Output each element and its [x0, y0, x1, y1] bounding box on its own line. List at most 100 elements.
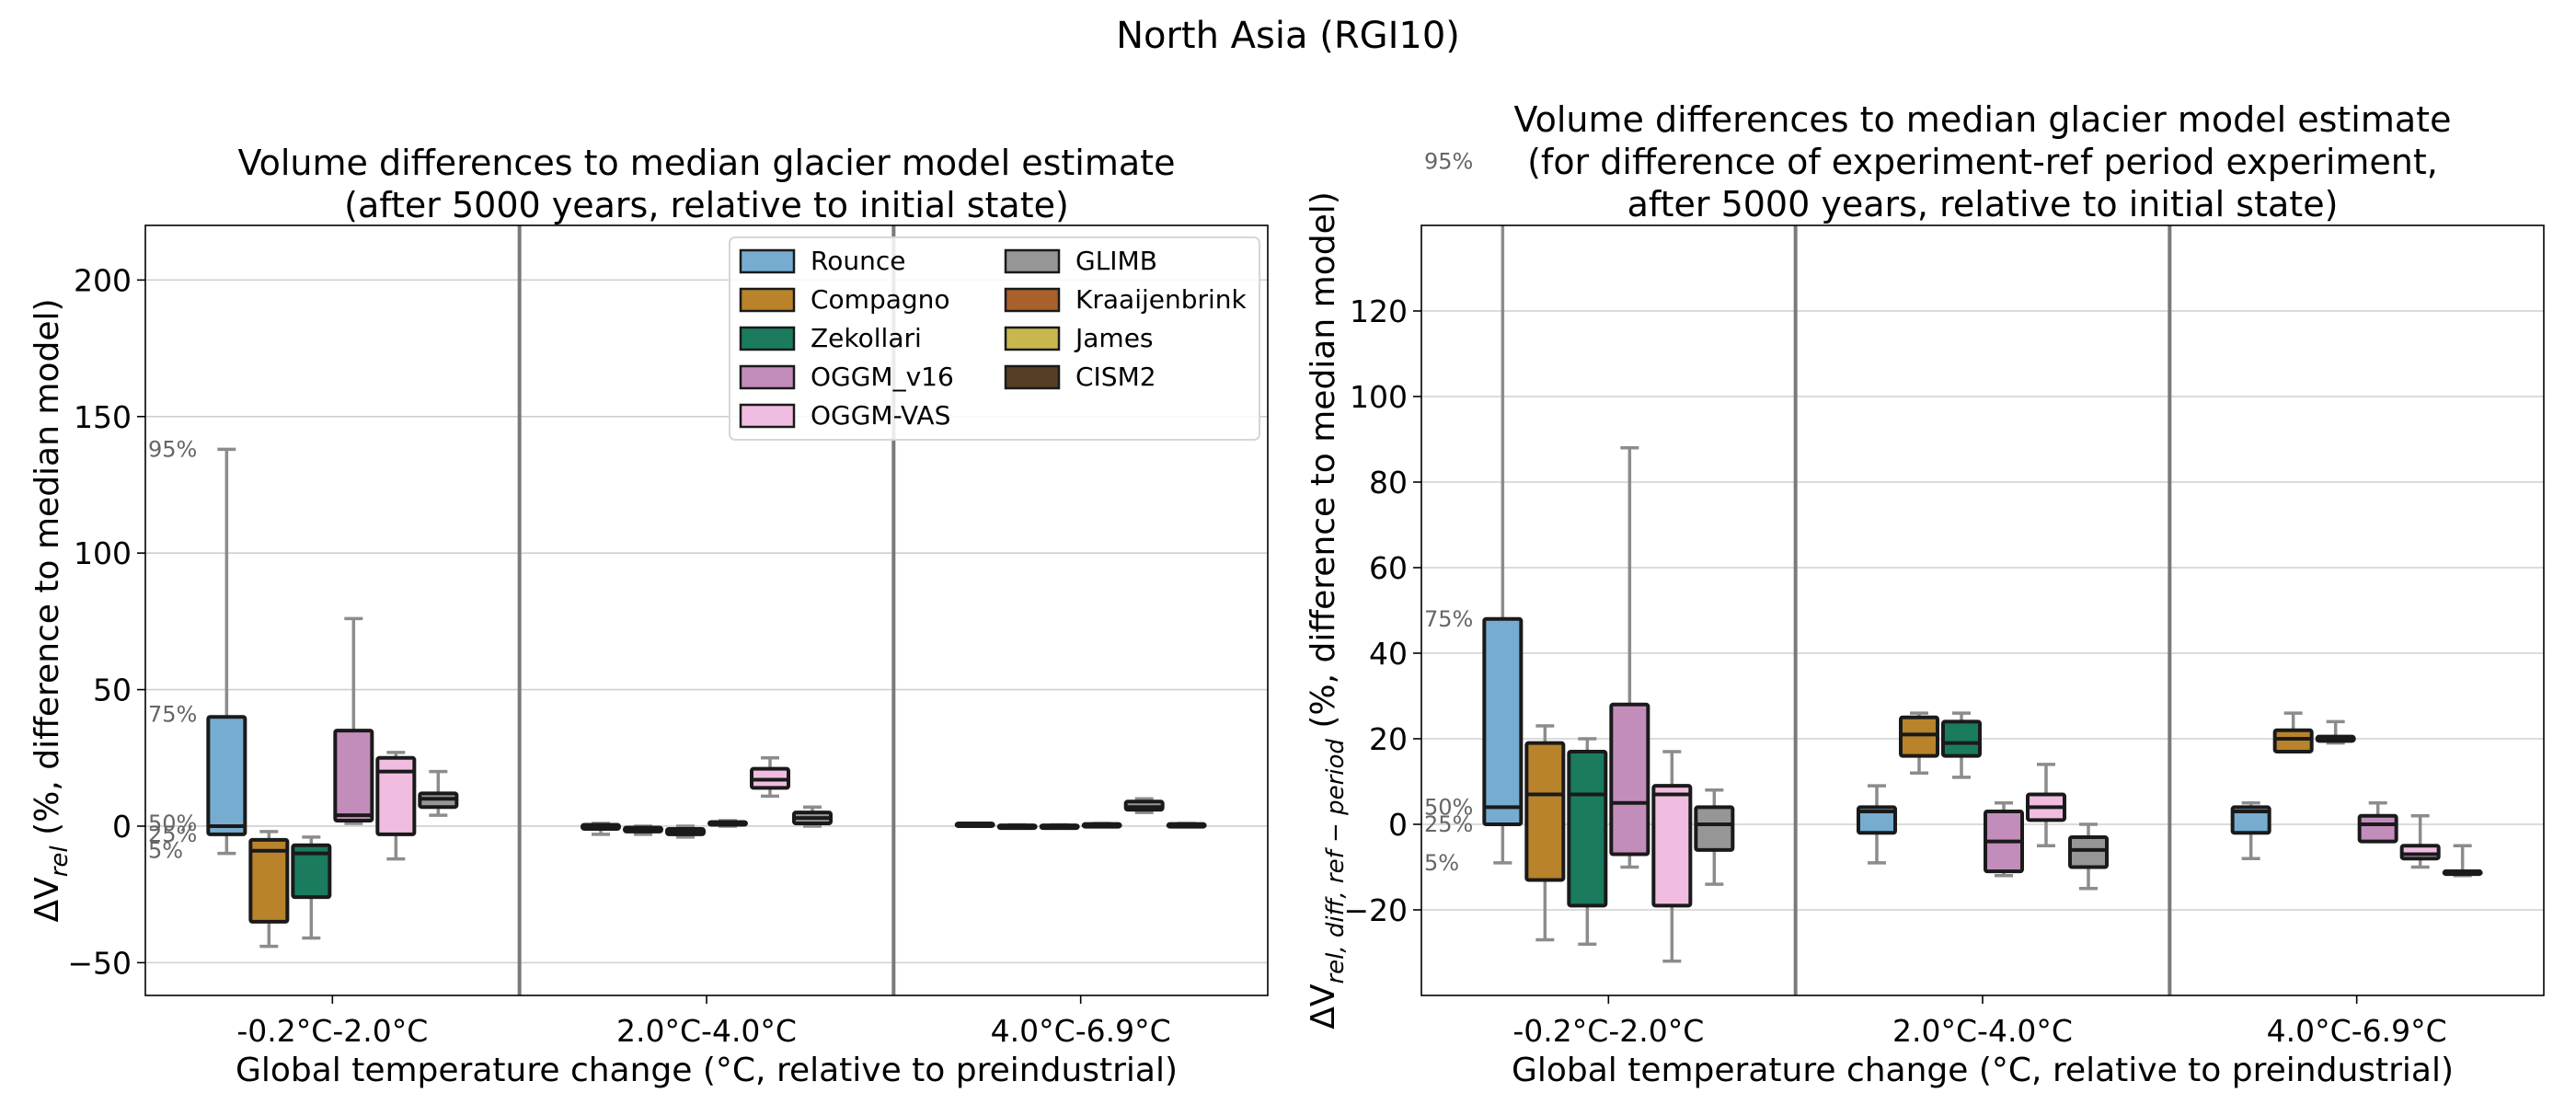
percentile-label: 95%	[148, 436, 197, 462]
box-glimb	[1123, 797, 1165, 814]
y-tick-label: −50	[67, 945, 132, 981]
box-body	[2357, 813, 2398, 844]
legend-swatch-compagno	[739, 287, 796, 313]
y-tick-label: 0	[1388, 807, 1408, 843]
box-body	[2399, 844, 2441, 861]
box-body	[291, 843, 332, 900]
box-compagno	[1899, 711, 1939, 775]
y-tick-label: 100	[74, 535, 132, 571]
box-body	[1609, 702, 1650, 857]
box-oggm-vas	[750, 756, 790, 799]
box-oggm-v16	[333, 616, 374, 825]
box-body	[1941, 719, 1982, 758]
box-oggm-v16	[707, 819, 748, 828]
box-rounce	[954, 822, 995, 829]
box-body	[1694, 805, 1735, 852]
x-tick-label: 2.0°C-4.0°C	[616, 1013, 797, 1049]
box-oggm-v16	[1984, 801, 2024, 878]
plot-area	[1482, 225, 2483, 963]
box-rounce	[581, 822, 621, 836]
percentile-label: 50%	[148, 811, 197, 836]
legend-swatch-oggm-v16	[739, 364, 796, 390]
box-compagno	[2272, 711, 2314, 753]
x-tick-label: -0.2°C-2.0°C	[236, 1013, 428, 1049]
percentile-label: 95%	[1424, 148, 1473, 174]
box-body	[248, 837, 290, 924]
box-compagno	[996, 822, 1038, 831]
legend-swatch-cism2	[1004, 364, 1061, 390]
legend-label-oggm-vas: OGGM-VAS	[811, 400, 950, 431]
box-body	[2230, 805, 2271, 835]
right-panel: Volume differences to median glacier mod…	[1305, 99, 2545, 1089]
percentile-label: 25%	[1424, 811, 1473, 837]
x-tick-label: 4.0°C-6.9°C	[2267, 1013, 2447, 1049]
y-tick-label: 80	[1369, 465, 1408, 500]
box-body	[375, 755, 417, 836]
legend-label-james: James	[1074, 323, 1154, 353]
box-cism2	[1166, 822, 1207, 829]
box-body	[1857, 805, 1897, 835]
box-zekollari	[665, 824, 706, 839]
box-body	[206, 715, 247, 836]
x-tick-label: 2.0°C-4.0°C	[1892, 1013, 2073, 1049]
box-body	[2272, 728, 2314, 753]
box-compagno	[623, 824, 663, 836]
box-oggm-vas	[2399, 813, 2441, 869]
legend-label-glimb: GLIMB	[1075, 246, 1157, 276]
box-glimb	[1694, 788, 1735, 886]
y-tick-label: −20	[1343, 892, 1408, 928]
chart-title-line: Volume differences to median glacier mod…	[238, 143, 1176, 183]
box-oggm-vas	[1651, 750, 1693, 963]
percentile-label: 5%	[148, 838, 183, 864]
figure-suptitle: North Asia (RGI10)	[1116, 15, 1460, 57]
legend-swatch-rounce	[739, 248, 796, 274]
box-oggm-v16	[1081, 822, 1122, 829]
box-oggm-vas	[375, 751, 417, 861]
legend-frame	[729, 236, 1260, 441]
percentile-label: 75%	[1424, 606, 1473, 632]
legend-label-kraaijenbrink: Kraaijenbrink	[1075, 284, 1248, 315]
legend-swatch-oggm-vas	[739, 403, 796, 429]
y-tick-label: 50	[93, 673, 132, 708]
box-zekollari	[291, 835, 332, 940]
box-glimb	[2442, 844, 2483, 878]
chart-title-line: after 5000 years, relative to initial st…	[1627, 184, 2339, 224]
legend-label-oggm-v16: OGGM_v16	[811, 362, 954, 392]
box-zekollari	[1567, 737, 1608, 946]
box-oggm-v16	[2357, 801, 2398, 844]
box-glimb	[2068, 822, 2109, 891]
percentile-label: 75%	[148, 701, 197, 727]
box-glimb	[792, 805, 833, 828]
box-zekollari	[2315, 719, 2356, 745]
percentile-label: 25%	[148, 822, 197, 847]
box-body	[333, 729, 374, 823]
box-oggm-vas	[2026, 763, 2066, 847]
y-tick-label: 60	[1369, 550, 1408, 586]
box-rounce	[206, 447, 247, 856]
y-tick-label: 0	[112, 809, 132, 845]
box-glimb	[418, 769, 459, 817]
x-tick-label: -0.2°C-2.0°C	[1512, 1013, 1704, 1049]
box-body	[1651, 784, 1693, 908]
box-oggm-v16	[1609, 446, 1650, 869]
legend-label-rounce: Rounce	[811, 246, 905, 276]
chart-title-line: (for difference of experiment-ref period…	[1527, 142, 2438, 182]
chart-title-line: (after 5000 years, relative to initial s…	[344, 185, 1069, 225]
y-tick-label: 200	[74, 262, 132, 298]
box-rounce	[1857, 784, 1897, 865]
legend-label-compagno: Compagno	[811, 284, 950, 315]
box-body	[1567, 749, 1608, 908]
legend-swatch-glimb	[1004, 248, 1061, 274]
box-compagno	[248, 830, 290, 949]
percentile-label: 50%	[1424, 794, 1473, 820]
percentile-label: 5%	[1424, 850, 1459, 876]
x-axis-label: Global temperature change (°C, relative …	[1512, 1052, 2454, 1089]
legend-swatch-kraaijenbrink	[1004, 287, 1061, 313]
legend-label-zekollari: Zekollari	[811, 323, 922, 353]
box-zekollari	[1941, 711, 1982, 779]
y-tick-label: 150	[74, 399, 132, 435]
legend-swatch-zekollari	[739, 326, 796, 351]
x-tick-label: 4.0°C-6.9°C	[991, 1013, 1171, 1049]
box-compagno	[1524, 724, 1566, 942]
